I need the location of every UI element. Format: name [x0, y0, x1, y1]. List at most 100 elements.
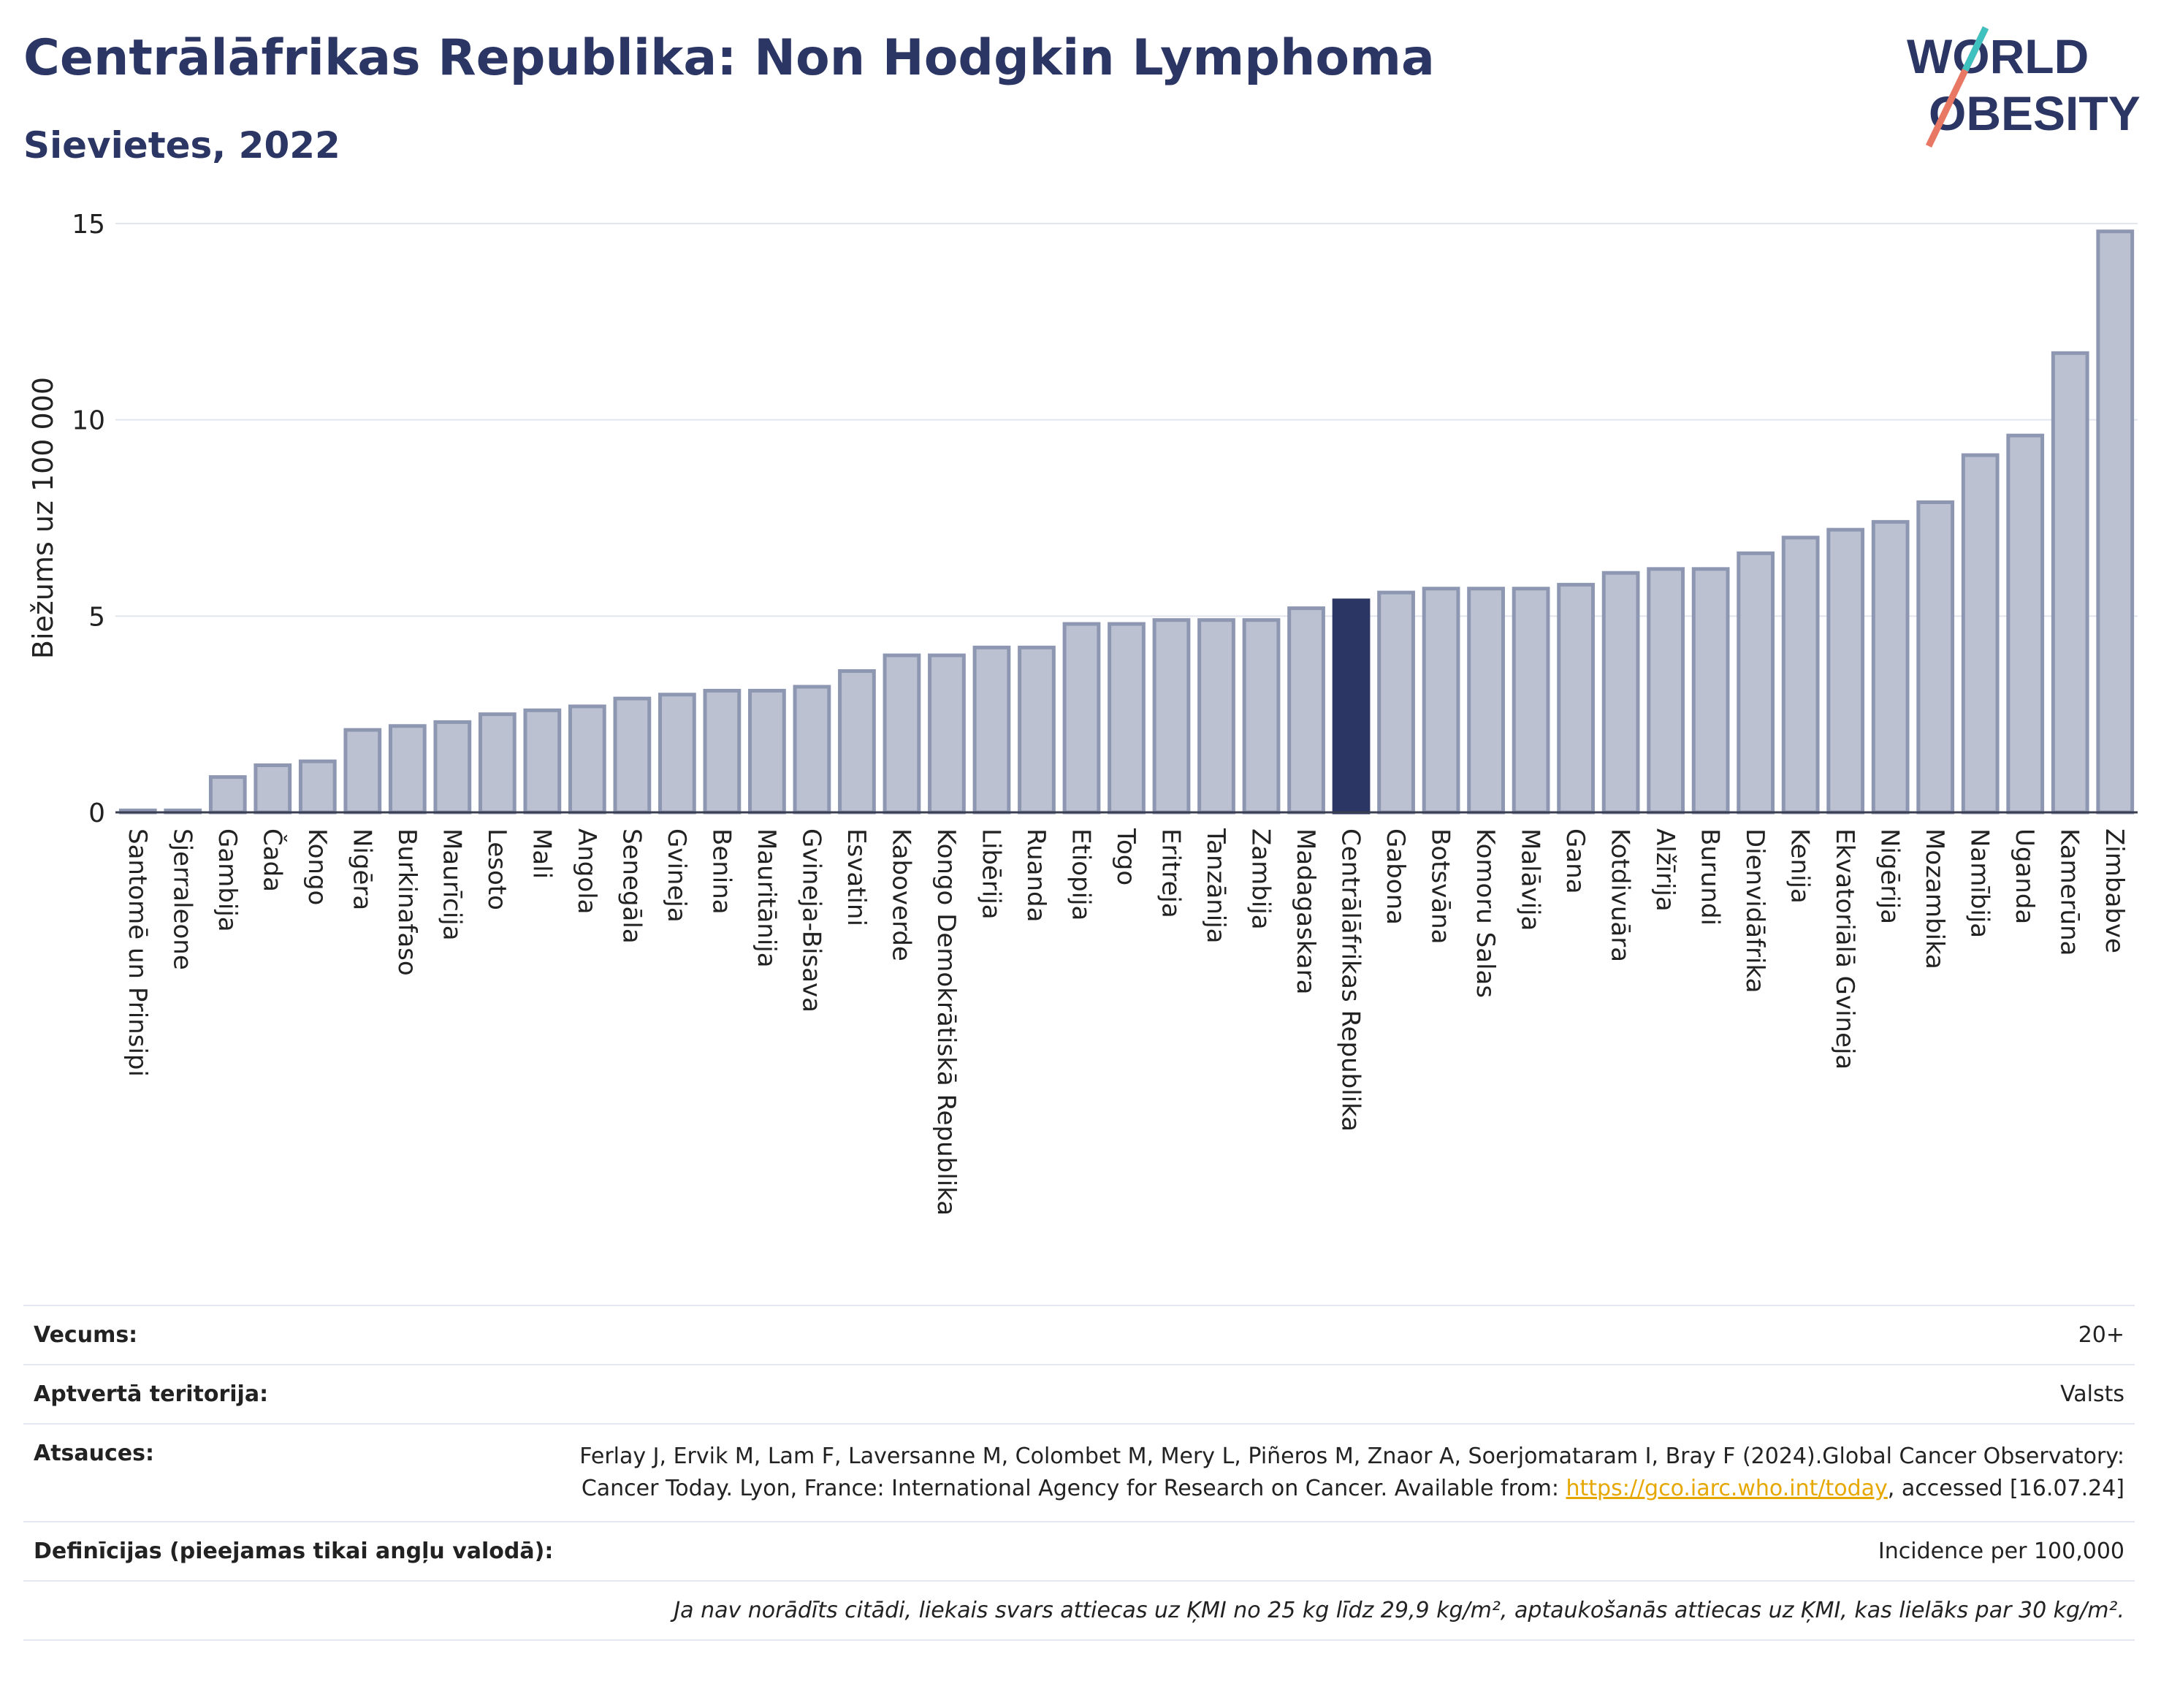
- logo-slash-teal: [1962, 26, 1989, 72]
- bar: [478, 712, 517, 815]
- refs-label: Atsauces:: [34, 1441, 154, 1466]
- refs-link[interactable]: https://gco.iarc.who.int/today: [1566, 1476, 1888, 1501]
- bar: [1197, 618, 1235, 815]
- bar: [1871, 519, 1910, 815]
- chart-title: Centrālāfrikas Republika: Non Hodgkin Ly…: [23, 29, 1435, 87]
- bar: [793, 685, 831, 815]
- x-tick-label: Ruanda: [1021, 828, 1051, 922]
- info-row-age: Vecums: 20+: [23, 1305, 2135, 1364]
- x-tick-label: Botsvāna: [1426, 828, 1455, 945]
- bar: [2006, 433, 2045, 815]
- world-obesity-logo: WORLD OBESITY: [1907, 26, 2141, 148]
- x-tick-label: Kongo: [302, 828, 332, 905]
- bar: [838, 669, 876, 815]
- bar: [1242, 618, 1281, 815]
- bar: [748, 688, 786, 815]
- bar: [1737, 551, 1775, 815]
- info-table: Vecums: 20+ Aptvertā teritorija: Valsts …: [23, 1305, 2135, 1641]
- bar: [568, 704, 606, 815]
- x-tick-label: Togo: [1111, 828, 1140, 885]
- bar: [1826, 527, 1865, 815]
- x-tick-label: Zambija: [1246, 828, 1276, 930]
- definitions-value: Incidence per 100,000: [1878, 1539, 2124, 1564]
- bar: [1916, 500, 1955, 815]
- y-tick-label: 10: [72, 406, 105, 436]
- logo-line2: OBESITY: [1929, 86, 2141, 140]
- bar: [1691, 567, 1730, 815]
- x-tick-label: Santomē un Prinsipi: [123, 828, 152, 1077]
- x-tick-label: Nigērija: [1875, 828, 1905, 924]
- bar: [254, 763, 292, 815]
- x-tick-label: Mozambika: [1920, 828, 1949, 969]
- x-tick-label: Senegāla: [617, 828, 646, 944]
- bar: [1557, 582, 1595, 815]
- x-tick-label: Madagaskara: [1291, 828, 1320, 994]
- bar: [1332, 598, 1371, 815]
- y-axis-label: Biežums uz 100 000: [27, 377, 59, 659]
- x-tick-label: Uganda: [2010, 828, 2039, 924]
- bar: [1377, 590, 1415, 815]
- refs-text-1: Ferlay J, Ervik M, Lam F, Laversanne M, …: [579, 1444, 2124, 1501]
- info-row-definitions: Definīcijas (pieejamas tikai angļu valod…: [23, 1521, 2135, 1580]
- bar: [1961, 453, 2000, 815]
- bar: [1512, 587, 1550, 815]
- bar: [433, 720, 472, 815]
- bar: [523, 708, 562, 815]
- age-value: 20+: [2078, 1322, 2124, 1348]
- x-tick-label: Komoru Salas: [1471, 828, 1500, 998]
- y-tick-label: 0: [88, 798, 105, 828]
- info-row-territory: Aptvertā teritorija: Valsts: [23, 1364, 2135, 1423]
- bar: [1781, 535, 1820, 815]
- bar: [1287, 606, 1325, 815]
- x-tick-label: Kenija: [1785, 828, 1815, 904]
- x-tick-label: Dienvidāfrika: [1740, 828, 1769, 993]
- chart-subtitle: Sievietes, 2022: [23, 124, 340, 167]
- x-tick-label: Kongo Demokrātiskā Republika: [931, 828, 961, 1216]
- bar: [208, 775, 247, 815]
- bar: [1108, 622, 1146, 815]
- x-tick-label: Mali: [527, 828, 556, 879]
- bar: [883, 653, 921, 815]
- territory-label: Aptvertā teritorija:: [34, 1381, 269, 1407]
- x-tick-label: Tanzānija: [1201, 828, 1230, 943]
- x-tick-label: Gabona: [1381, 828, 1410, 925]
- bar: [972, 645, 1011, 815]
- x-tick-label: Zimbabve: [2100, 828, 2129, 953]
- x-tick-label: Benina: [706, 828, 736, 915]
- x-tick-label: Lesoto: [482, 828, 511, 910]
- bar: [1647, 567, 1685, 815]
- info-row-references: Atsauces: Ferlay J, Ervik M, Lam F, Lave…: [23, 1423, 2135, 1521]
- y-tick-label: 5: [88, 602, 105, 632]
- x-tick-label: Čada: [257, 828, 287, 892]
- bar: [1422, 587, 1460, 815]
- refs-value: Ferlay J, Ervik M, Lam F, Laversanne M, …: [576, 1441, 2124, 1505]
- age-label: Vecums:: [34, 1322, 138, 1348]
- note-text: Ja nav norādīts citādi, liekais svars at…: [674, 1598, 2124, 1623]
- x-tick-label: Maurīcija: [437, 828, 466, 941]
- x-tick-label: Esvatini: [842, 828, 871, 926]
- x-tick-label: Mauritānija: [752, 828, 781, 968]
- refs-text-2: , accessed [16.07.24]: [1887, 1476, 2124, 1501]
- bar: [298, 759, 337, 815]
- x-tick-label: Angola: [572, 828, 601, 914]
- bar: [1152, 618, 1191, 815]
- bar: [658, 693, 696, 815]
- bar: [1601, 571, 1640, 815]
- y-tick-label: 15: [72, 210, 105, 240]
- x-tick-label: Centrālāfrikas Republika: [1336, 828, 1365, 1132]
- x-tick-label: Burkinafaso: [392, 828, 422, 976]
- bar-chart: 0 5 10 15 Biežums uz 100 000 Santomē un Prins…: [27, 210, 2138, 1216]
- definitions-label: Definīcijas (pieejamas tikai angļu valod…: [34, 1539, 554, 1564]
- x-tick-label: Etiopija: [1066, 828, 1095, 920]
- x-tick-label: Libērija: [976, 828, 1005, 920]
- x-tick-label: Eritreja: [1156, 828, 1186, 918]
- x-tick-label: Kamerūna: [2055, 828, 2084, 956]
- bar: [2051, 351, 2089, 815]
- bar: [703, 688, 742, 815]
- x-tick-label: Kotdivuāra: [1606, 828, 1635, 962]
- x-tick-label: Nigēra: [347, 828, 376, 910]
- bar: [1018, 645, 1056, 815]
- bar: [343, 728, 382, 815]
- x-tick-label: Gambija: [213, 828, 242, 932]
- bar: [613, 696, 652, 815]
